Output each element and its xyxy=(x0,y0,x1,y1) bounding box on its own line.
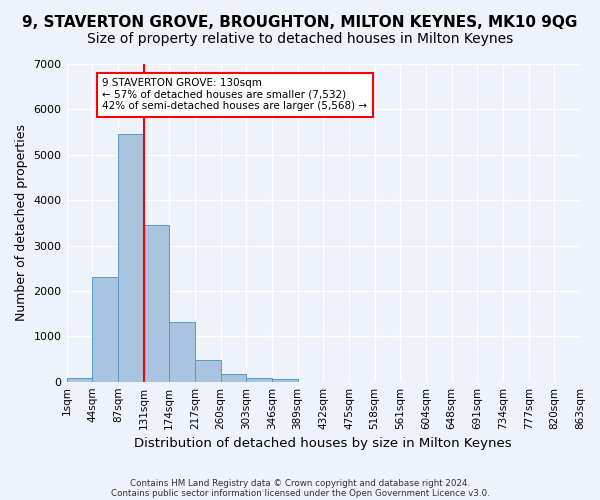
Text: Contains public sector information licensed under the Open Government Licence v3: Contains public sector information licen… xyxy=(110,488,490,498)
Bar xyxy=(143,225,169,382)
Text: 9, STAVERTON GROVE, BROUGHTON, MILTON KEYNES, MK10 9QG: 9, STAVERTON GROVE, BROUGHTON, MILTON KE… xyxy=(22,15,578,30)
Bar xyxy=(246,378,272,382)
Bar xyxy=(272,380,298,382)
Text: Size of property relative to detached houses in Milton Keynes: Size of property relative to detached ho… xyxy=(87,32,513,46)
Bar xyxy=(195,360,221,382)
Bar xyxy=(169,322,195,382)
Text: 9 STAVERTON GROVE: 130sqm
← 57% of detached houses are smaller (7,532)
42% of se: 9 STAVERTON GROVE: 130sqm ← 57% of detac… xyxy=(103,78,368,112)
Bar xyxy=(67,378,92,382)
Bar xyxy=(221,374,246,382)
Bar xyxy=(118,134,143,382)
Y-axis label: Number of detached properties: Number of detached properties xyxy=(15,124,28,322)
X-axis label: Distribution of detached houses by size in Milton Keynes: Distribution of detached houses by size … xyxy=(134,437,512,450)
Text: Contains HM Land Registry data © Crown copyright and database right 2024.: Contains HM Land Registry data © Crown c… xyxy=(130,478,470,488)
Bar xyxy=(92,278,118,382)
